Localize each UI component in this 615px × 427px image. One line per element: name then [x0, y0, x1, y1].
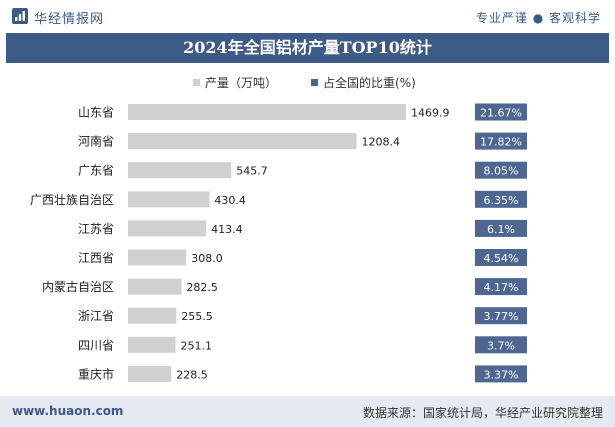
- share-badge: [475, 249, 527, 266]
- output-bar: [128, 249, 187, 266]
- output-value-label: 255.5: [181, 310, 213, 323]
- output-value-label: 308.0: [191, 252, 223, 265]
- share-value-label: 8.05%: [484, 165, 519, 178]
- share-badge: [475, 336, 527, 354]
- output-value-label: 413.4: [211, 223, 243, 236]
- output-bar: [128, 278, 182, 295]
- category-label: 江西省: [78, 251, 114, 265]
- output-bar: [128, 307, 177, 324]
- output-bar: [128, 336, 176, 353]
- chart-title: 2024年全国铝材产量TOP10统计: [183, 38, 432, 57]
- share-value-label: 4.17%: [484, 281, 519, 294]
- output-value-label: 430.4: [214, 194, 246, 207]
- share-badge: [475, 307, 527, 325]
- data-source: 数据来源：国家统计局，华经产业研究院整理: [362, 406, 603, 420]
- category-label: 重庆市: [78, 366, 114, 381]
- output-bar: [128, 191, 210, 208]
- share-value-label: 3.37%: [484, 368, 519, 381]
- share-badge: [475, 219, 527, 237]
- share-badge: [475, 132, 527, 150]
- output-value-label: 282.5: [186, 281, 218, 294]
- category-label: 四川省: [78, 338, 114, 352]
- share-value-label: 3.7%: [487, 339, 515, 352]
- output-value-label: 545.7: [236, 165, 268, 178]
- slogan: 专业严谨 ● 客观科学: [475, 11, 601, 25]
- top-bar: 华经情报网 专业严谨 ● 客观科学: [0, 0, 615, 33]
- brand-name: 华经情报网: [34, 12, 105, 27]
- output-value-label: 1208.4: [362, 136, 401, 149]
- legend-label-share: 占全国的比重(%): [323, 76, 416, 90]
- category-label: 河南省: [78, 134, 114, 149]
- website-label: www.huaon.com: [12, 404, 124, 418]
- legend-swatch-share: [311, 79, 318, 86]
- output-bar: [128, 220, 207, 237]
- output-value-label: 251.1: [180, 339, 212, 352]
- category-label: 广西壮族自治区: [30, 193, 114, 207]
- output-value-label: 1469.9: [411, 107, 450, 120]
- legend-item-output: 产量（万吨）: [193, 74, 277, 91]
- output-bar: [128, 104, 406, 120]
- legend-item-share: 占全国的比重(%): [311, 74, 416, 91]
- share-value-label: 3.77%: [484, 310, 519, 323]
- footer: www.huaon.com 数据来源：国家统计局，华经产业研究院整理: [0, 396, 615, 427]
- output-bar: [128, 162, 232, 179]
- share-badge: [475, 365, 527, 383]
- share-badge: [475, 190, 527, 208]
- chart-legend: 产量（万吨） 占全国的比重(%): [0, 74, 615, 92]
- output-bar: [128, 365, 172, 382]
- share-badge: [475, 161, 527, 179]
- share-value-label: 4.54%: [484, 252, 519, 265]
- bar-chart: 山东省 1469.9 21.67% 河南省 1208.4 17.82% 广东省 545.7 8.…: [30, 103, 527, 383]
- share-badge: [475, 103, 527, 121]
- category-label: 广东省: [78, 164, 114, 178]
- category-label: 山东省: [78, 106, 114, 120]
- title-bar: 2024年全国铝材产量TOP10统计: [6, 33, 609, 63]
- category-label: 江苏省: [78, 222, 114, 236]
- legend-swatch-output: [193, 79, 200, 86]
- share-badge: [475, 278, 527, 296]
- category-label: 内蒙古自治区: [42, 279, 114, 294]
- output-value-label: 228.5: [176, 368, 208, 381]
- output-bar: [128, 133, 357, 150]
- share-value-label: 6.1%: [487, 223, 515, 236]
- share-value-label: 17.82%: [480, 136, 522, 149]
- share-value-label: 21.67%: [480, 107, 522, 120]
- legend-label-output: 产量（万吨）: [205, 76, 278, 90]
- brand-logo-icon: [12, 8, 28, 24]
- category-label: 浙江省: [78, 309, 114, 323]
- share-value-label: 6.35%: [484, 194, 519, 207]
